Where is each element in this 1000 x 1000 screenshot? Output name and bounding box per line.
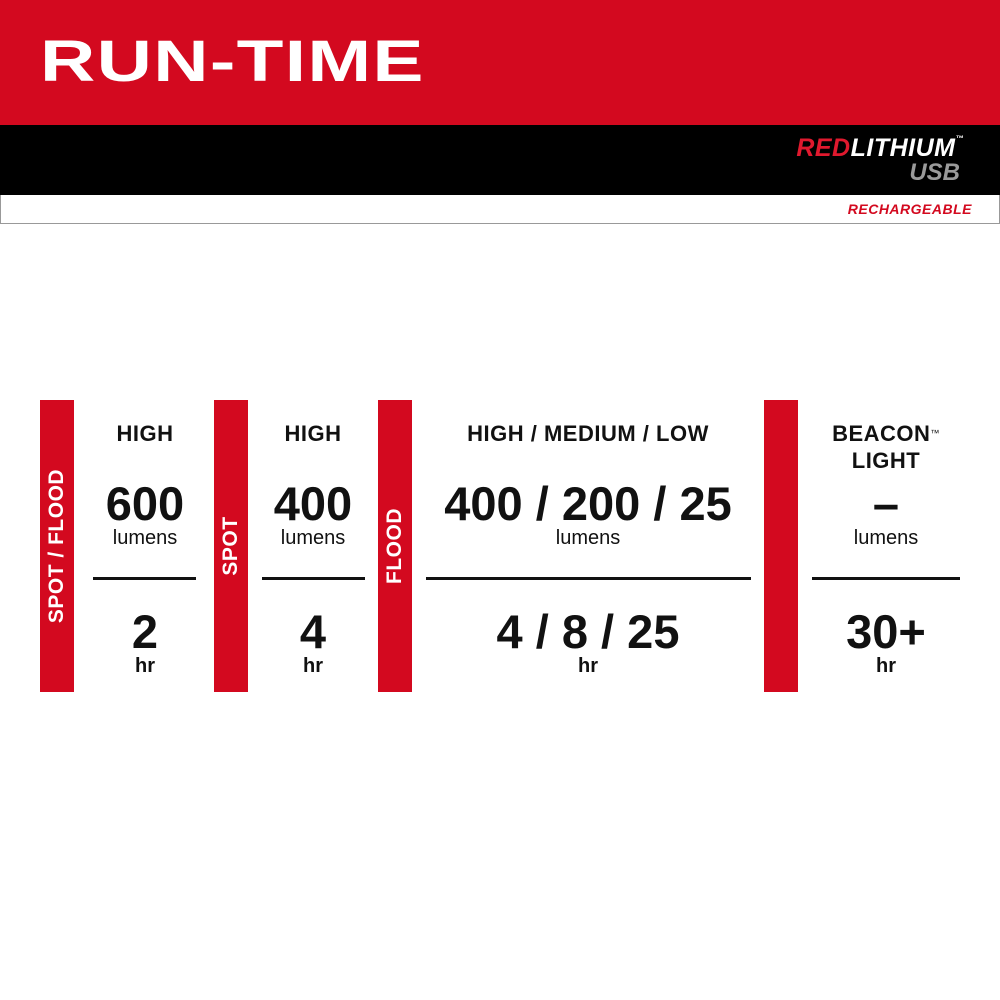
lumens-unit: lumens xyxy=(112,527,178,549)
group-label: SPOT xyxy=(219,516,242,576)
trademark: ™ xyxy=(930,428,940,438)
group-bar-beacon xyxy=(764,400,798,692)
lumens-value: – xyxy=(872,477,900,530)
runtime-unit: hr xyxy=(578,655,598,677)
divider xyxy=(262,577,365,580)
runtime-value: 2 xyxy=(131,605,159,658)
group-bar-flood: FLOOD xyxy=(378,400,412,692)
group-beacon: BEACON™ LIGHT – lumens 30+ hr xyxy=(810,400,962,692)
lumens-unit: lumens xyxy=(555,527,621,549)
logo-white-text: LITHIUM xyxy=(850,134,956,162)
lumens-unit: lumens xyxy=(853,527,919,549)
mode-label-line1: BEACON xyxy=(832,421,931,446)
header-banner xyxy=(0,0,1000,125)
runtime-value: 4 / 8 / 25 xyxy=(496,605,680,658)
mode-label: HIGH xyxy=(116,421,174,446)
group-label: FLOOD xyxy=(383,508,406,584)
divider xyxy=(93,577,196,580)
logo-tm: ™ xyxy=(955,134,964,143)
lumens-value: 400 xyxy=(273,477,353,530)
runtime-unit: hr xyxy=(135,655,155,677)
page-title: RUN-TIME xyxy=(40,29,425,94)
runtime-value: 30+ xyxy=(846,605,926,658)
mode-label: BEACON™ LIGHT xyxy=(810,420,962,474)
mode-label: HIGH / MEDIUM / LOW xyxy=(467,421,709,446)
logo-usb-text: USB xyxy=(909,159,960,186)
tagline-strip xyxy=(0,195,1000,224)
mode-label: HIGH xyxy=(284,421,342,446)
divider xyxy=(812,577,960,580)
group-bar-spot-flood: SPOT / FLOOD xyxy=(40,400,74,692)
runtime-value: 4 xyxy=(299,605,327,658)
group-bar-spot: SPOT xyxy=(214,400,248,692)
rechargeable-tagline: RECHARGEABLE xyxy=(847,201,972,217)
group-label: SPOT / FLOOD xyxy=(45,468,68,624)
lumens-unit: lumens xyxy=(280,527,346,549)
group-flood: HIGH / MEDIUM / LOW 400 / 200 / 25 lumen… xyxy=(423,400,753,692)
runtime-unit: hr xyxy=(876,655,896,677)
group-spot: HIGH 400 lumens 4 hr xyxy=(258,400,368,692)
divider xyxy=(426,577,751,580)
logo-band xyxy=(0,125,1000,195)
runtime-unit: hr xyxy=(303,655,323,677)
redlithium-usb-logo: REDLITHIUM™ USB xyxy=(796,134,964,187)
logo-red-text: RED xyxy=(796,134,851,162)
mode-label-line2: LIGHT xyxy=(851,448,921,473)
lumens-value: 400 / 200 / 25 xyxy=(444,477,732,530)
group-spot-flood: HIGH 600 lumens 2 hr xyxy=(90,400,200,692)
lumens-value: 600 xyxy=(105,477,185,530)
